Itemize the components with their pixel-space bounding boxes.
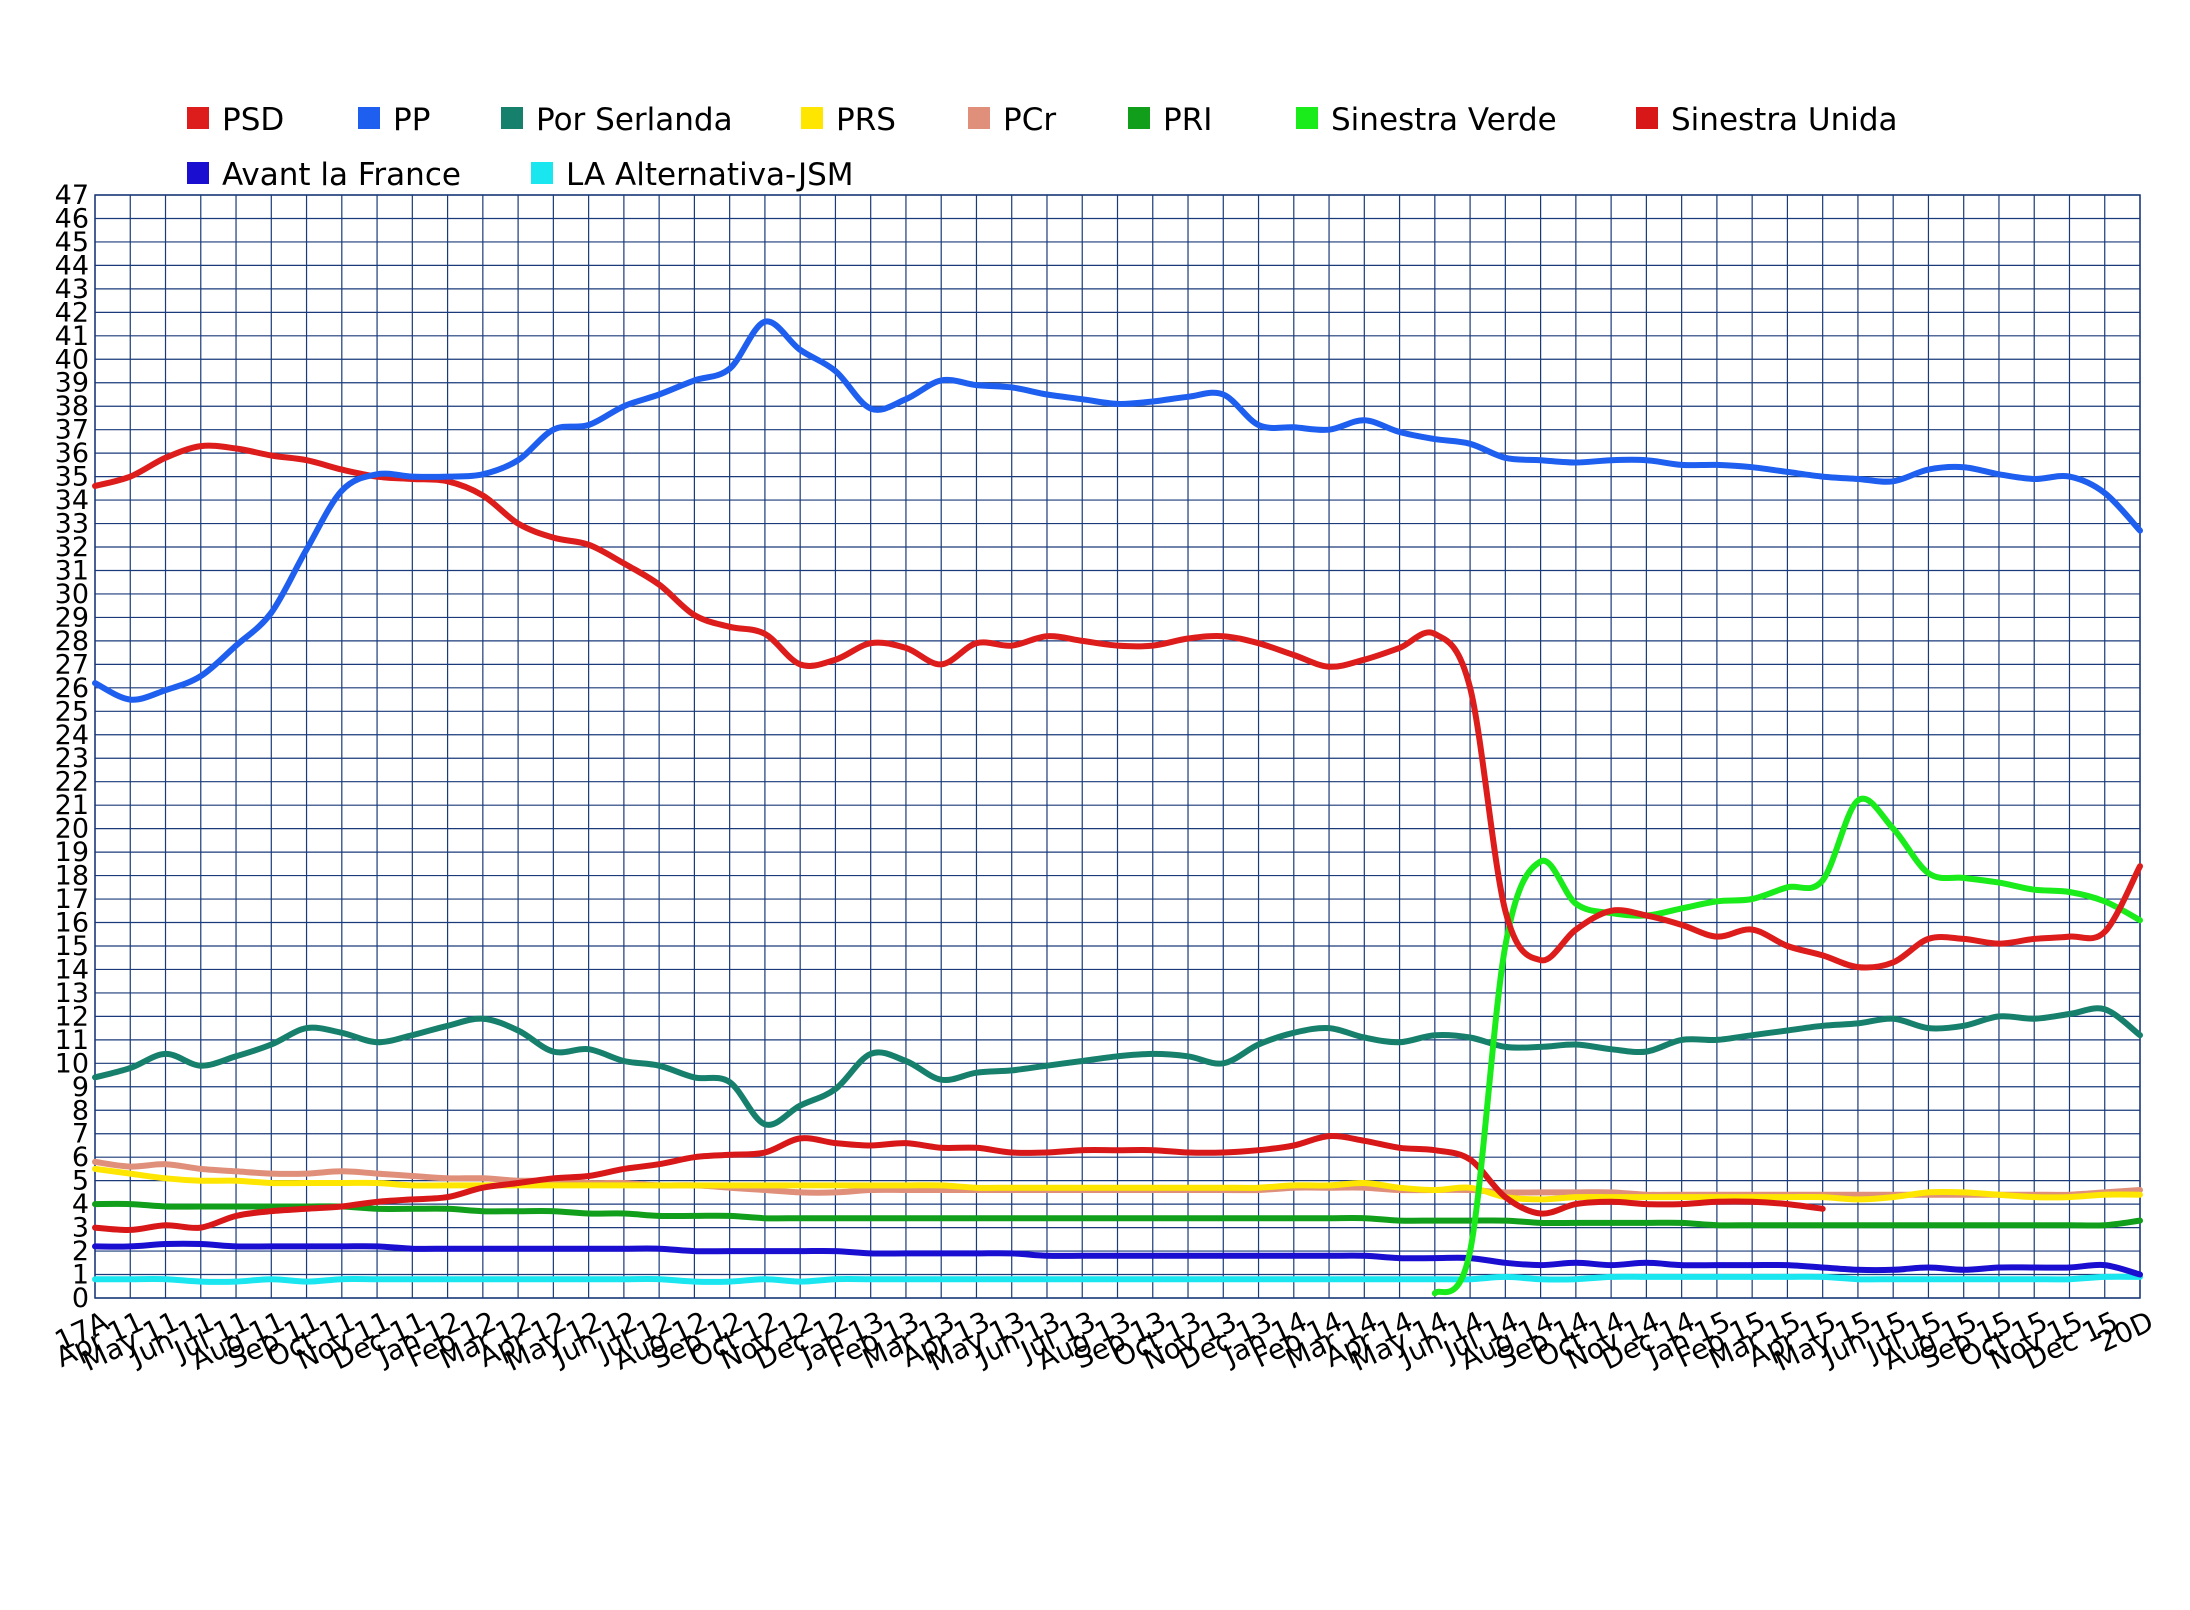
legend-label: Avant la France [222, 157, 461, 193]
legend-label: PCr [1003, 102, 1056, 138]
y-tick-label: 13 [55, 978, 89, 1009]
y-tick-label: 46 [55, 203, 89, 234]
y-tick-label: 2 [72, 1236, 89, 1267]
y-tick-label: 44 [55, 250, 89, 281]
series-lines [92, 318, 2143, 1297]
legend-item-sinestra-verde: Sinestra Verde [1296, 102, 1557, 138]
y-tick-label: 19 [55, 837, 89, 868]
y-tick-label: 34 [55, 485, 89, 516]
y-tick-label: 4 [72, 1189, 89, 1220]
legend-label: PSD [222, 102, 284, 138]
y-tick-label: 7 [72, 1119, 89, 1150]
y-tick-label: 38 [55, 391, 89, 422]
y-tick-label: 18 [55, 861, 89, 892]
series-line-psd [92, 442, 2143, 971]
series-line-pp [92, 318, 2143, 703]
series-line-avant-la-france [92, 1240, 2143, 1278]
y-tick-label: 22 [55, 767, 89, 798]
legend: PSD PP Por Serlanda PRS PCr PRI Sinestra Verde… [187, 102, 1898, 193]
y-tick-label: 5 [72, 1166, 89, 1197]
y-tick-label: 20 [55, 814, 89, 845]
legend-swatch [801, 107, 823, 129]
legend-item-prs: PRS [801, 102, 896, 138]
legend-label: LA Alternativa-JSM [566, 157, 854, 193]
y-tick-label: 36 [55, 438, 89, 469]
y-tick-label: 41 [55, 321, 89, 352]
y-tick-label: 28 [55, 626, 89, 657]
y-tick-label: 47 [55, 180, 89, 211]
y-tick-label: 37 [55, 415, 89, 446]
series-line-por-serlanda [92, 1005, 2143, 1128]
y-tick-label: 35 [55, 462, 89, 493]
y-tick-label: 14 [55, 954, 89, 985]
legend-label: Sinestra Verde [1331, 102, 1557, 138]
y-tick-label: 40 [55, 344, 89, 375]
y-tick-label: 30 [55, 579, 89, 610]
y-tick-label: 17 [55, 884, 89, 915]
y-tick-label: 1 [72, 1260, 89, 1291]
legend-swatch [1296, 107, 1318, 129]
y-tick-label: 23 [55, 743, 89, 774]
y-axis: 0123456789101112131415161718192021222324… [55, 180, 89, 1314]
y-tick-label: 21 [55, 790, 89, 821]
legend-item-avant-la-france: Avant la France [187, 157, 461, 193]
y-tick-label: 45 [55, 227, 89, 258]
y-tick-label: 8 [72, 1095, 89, 1126]
legend-label: Por Serlanda [536, 102, 733, 138]
y-tick-label: 6 [72, 1142, 89, 1173]
legend-label: PP [393, 102, 430, 138]
y-tick-label: 11 [55, 1025, 89, 1056]
legend-swatch [1128, 107, 1150, 129]
legend-swatch [187, 107, 209, 129]
y-tick-label: 25 [55, 696, 89, 727]
legend-swatch [358, 107, 380, 129]
y-tick-label: 32 [55, 532, 89, 563]
series-line-pri [92, 1200, 2143, 1229]
y-tick-label: 0 [72, 1283, 89, 1314]
y-tick-label: 39 [55, 368, 89, 399]
legend-item-por-serlanda: Por Serlanda [501, 102, 733, 138]
series-line-la-alternativa-jsm [92, 1273, 2143, 1285]
y-tick-label: 3 [72, 1213, 89, 1244]
legend-swatch [968, 107, 990, 129]
legend-swatch [501, 107, 523, 129]
legend-swatch [531, 162, 553, 184]
legend-label: PRI [1163, 102, 1212, 138]
y-tick-label: 16 [55, 908, 89, 939]
y-tick-label: 43 [55, 274, 89, 305]
legend-label: PRS [836, 102, 896, 138]
legend-item-psd: PSD [187, 102, 284, 138]
y-tick-label: 42 [55, 297, 89, 328]
y-tick-label: 9 [72, 1072, 89, 1103]
y-tick-label: 29 [55, 602, 89, 633]
legend-label: Sinestra Unida [1671, 102, 1898, 138]
y-tick-label: 26 [55, 673, 89, 704]
legend-item-la-alternativa-jsm: LA Alternativa-JSM [531, 157, 854, 193]
legend-item-sinestra-unida: Sinestra Unida [1636, 102, 1898, 138]
y-tick-label: 31 [55, 555, 89, 586]
legend-swatch [1636, 107, 1658, 129]
series-line-sinestra-unida [92, 1132, 1826, 1233]
legend-item-pp: PP [358, 102, 430, 138]
y-tick-label: 24 [55, 720, 89, 751]
y-tick-label: 15 [55, 931, 89, 962]
series-line-sinestra-verde [1431, 795, 2143, 1297]
y-tick-label: 10 [55, 1048, 89, 1079]
legend-item-pcr: PCr [968, 102, 1056, 138]
y-tick-label: 33 [55, 509, 89, 540]
series-line-prs [92, 1165, 2143, 1203]
y-tick-label: 12 [55, 1001, 89, 1032]
legend-item-pri: PRI [1128, 102, 1212, 138]
legend-swatch [187, 162, 209, 184]
y-tick-label: 27 [55, 649, 89, 680]
